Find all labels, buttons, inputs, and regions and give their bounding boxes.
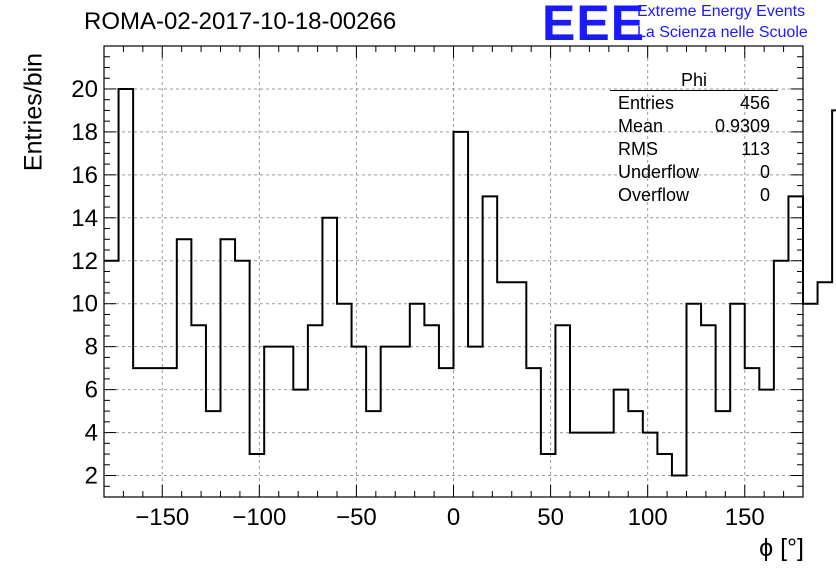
histogram-bin	[395, 347, 410, 497]
histogram-bin	[730, 304, 745, 497]
y-tick-label: 14	[71, 205, 98, 232]
histogram-bin	[555, 325, 570, 497]
x-tick-label: 0	[447, 504, 460, 531]
y-tick-label: 8	[85, 334, 98, 361]
histogram-bin	[497, 282, 512, 497]
x-tick-label: 100	[628, 504, 668, 531]
chart-title: ROMA-02-2017-10-18-00266	[84, 8, 397, 35]
histogram-bin	[119, 89, 134, 497]
histogram-bin	[410, 304, 425, 497]
histogram-outline	[104, 87, 836, 477]
histogram-bin	[206, 411, 221, 497]
histogram-bin	[424, 325, 439, 497]
y-tick-label: 20	[71, 76, 98, 103]
stats-label: Entries	[618, 93, 675, 113]
stats-label: Mean	[618, 116, 664, 136]
histogram-bin	[337, 304, 352, 497]
histogram-bin	[148, 368, 163, 497]
histogram-bin	[832, 110, 836, 497]
logo-text-line1: Extreme Energy Events	[637, 3, 806, 20]
histogram-bin	[657, 454, 672, 497]
stats-label: Overflow	[618, 185, 690, 205]
x-tick-label: −100	[232, 504, 286, 531]
stats-value: 0	[759, 185, 770, 205]
histogram-bin	[264, 347, 279, 497]
histogram-bin	[293, 390, 308, 497]
y-tick-label: 2	[85, 463, 98, 490]
histogram-bin	[570, 433, 585, 497]
histogram-bin	[643, 433, 658, 497]
histogram-bin	[483, 196, 498, 497]
histogram-bin	[774, 261, 789, 497]
histogram-bin	[366, 411, 381, 497]
histogram-bin	[454, 132, 469, 497]
histogram-bin	[614, 390, 629, 497]
histogram-bin	[279, 347, 294, 497]
y-tick-label: 12	[71, 248, 98, 275]
stats-row-underflow: Underflow 0	[618, 162, 770, 184]
y-tick-label: 16	[71, 162, 98, 189]
y-tick-label: 4	[85, 420, 98, 447]
logo-text-line2: La Scienza nelle Scuole	[637, 24, 808, 41]
histogram-bin	[381, 347, 396, 497]
stats-value: 456	[739, 93, 770, 113]
histogram-bin	[352, 347, 367, 497]
histogram-bin	[162, 368, 177, 497]
x-tick-label: −50	[336, 504, 377, 531]
y-tick-label: 10	[71, 291, 98, 318]
eee-logo: EEE	[542, 0, 646, 51]
histogram-bin	[512, 282, 527, 497]
stats-value: 0	[759, 162, 770, 182]
histogram-bin	[133, 368, 148, 497]
histogram-bin	[628, 411, 643, 497]
histogram-bin	[541, 454, 556, 497]
x-axis-label: ϕ [°]	[759, 534, 804, 562]
y-tick-label: 6	[85, 377, 98, 404]
histogram-bin	[745, 368, 760, 497]
histogram-bin	[701, 325, 716, 497]
histogram-bin	[759, 390, 774, 497]
histogram-bin	[235, 261, 250, 497]
histogram-bin	[599, 433, 614, 497]
histogram-bin	[308, 325, 323, 497]
x-tick-label: −150	[135, 504, 189, 531]
y-axis-label: Entries/bin	[19, 52, 48, 172]
histogram-bin	[803, 304, 818, 497]
histogram-bin	[250, 454, 265, 497]
stats-row-entries: Entries 456	[618, 93, 770, 115]
stats-value: 0.9309	[714, 116, 770, 136]
histogram-bin	[177, 239, 192, 497]
stats-row-mean: Mean 0.9309	[618, 116, 770, 138]
stats-label: RMS	[618, 139, 658, 159]
histogram-bin	[526, 368, 541, 497]
x-tick-label: 50	[537, 504, 564, 531]
stats-row-rms: RMS 113	[618, 139, 770, 161]
histogram-bin	[672, 476, 687, 497]
stats-label: Underflow	[618, 162, 700, 182]
stats-box: Phi Entries 456 Mean 0.9309 RMS 113 Unde…	[610, 70, 778, 210]
histogram-bin	[191, 325, 206, 497]
histogram-bin	[818, 282, 833, 497]
histogram-bin	[439, 368, 454, 497]
histogram-bin	[687, 304, 702, 497]
stats-divider	[610, 90, 778, 91]
stats-value: 113	[741, 139, 770, 159]
histogram-bin	[716, 411, 731, 497]
histogram-bin	[468, 347, 483, 497]
histogram-bin	[322, 218, 337, 497]
histogram-bin	[585, 433, 600, 497]
stats-row-overflow: Overflow 0	[618, 185, 770, 207]
stats-title: Phi	[680, 70, 707, 90]
histogram-bin	[221, 239, 236, 497]
x-tick-label: 150	[725, 504, 765, 531]
y-tick-label: 18	[71, 119, 98, 146]
